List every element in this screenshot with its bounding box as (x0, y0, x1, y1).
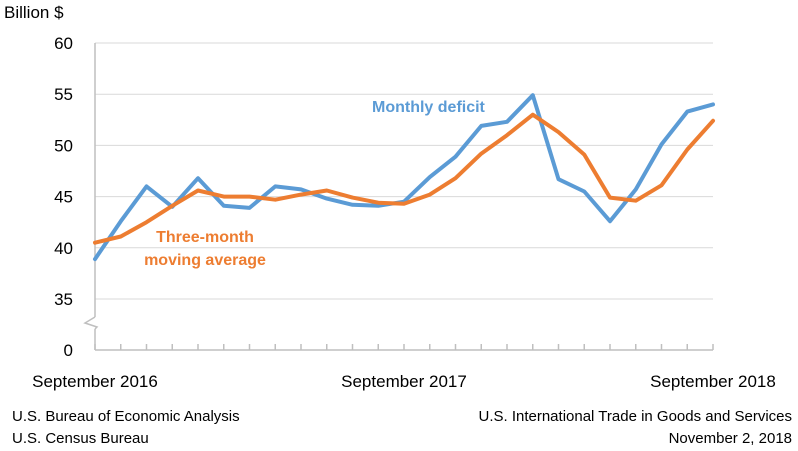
trade-deficit-chart: Billion $ 0 35 40 45 50 55 60 September 2016 Sep… (4, 3, 776, 391)
footer-sources: U.S. Bureau of Economic Analysis U.S. Ce… (12, 406, 240, 450)
series-annotations: Monthly deficit Three-month moving avera… (144, 99, 485, 269)
x-tick-label: September 2018 (650, 372, 776, 391)
footer-release: U.S. International Trade in Goods and Se… (478, 406, 792, 450)
x-tick-label: September 2017 (341, 372, 467, 391)
annotation-moving-average-line1: Three-month (156, 229, 254, 246)
y-tick-label: 60 (54, 34, 73, 53)
y-axis-break (83, 316, 99, 330)
annotation-monthly-deficit: Monthly deficit (372, 99, 486, 116)
y-tick-label: 0 (64, 341, 73, 360)
y-axis-title: Billion $ (4, 3, 64, 22)
y-tick-label: 55 (54, 85, 73, 104)
release-title: U.S. International Trade in Goods and Se… (478, 408, 792, 425)
y-tick-label: 35 (54, 290, 73, 309)
axis-labels: 0 35 40 45 50 55 60 September 2016 September 201… (32, 34, 776, 391)
series-line-moving-average (93, 112, 715, 245)
release-date: November 2, 2018 (668, 430, 792, 447)
y-tick-label: 40 (54, 239, 73, 258)
x-tick-label: September 2016 (32, 372, 158, 391)
series-lines (93, 93, 715, 262)
axes (83, 43, 714, 351)
source-census: U.S. Census Bureau (12, 430, 149, 447)
y-tick-label: 50 (54, 136, 73, 155)
y-tick-label: 45 (54, 188, 73, 207)
annotation-moving-average-line2: moving average (144, 252, 266, 269)
source-bea: U.S. Bureau of Economic Analysis (12, 408, 240, 425)
gridlines (95, 42, 713, 300)
